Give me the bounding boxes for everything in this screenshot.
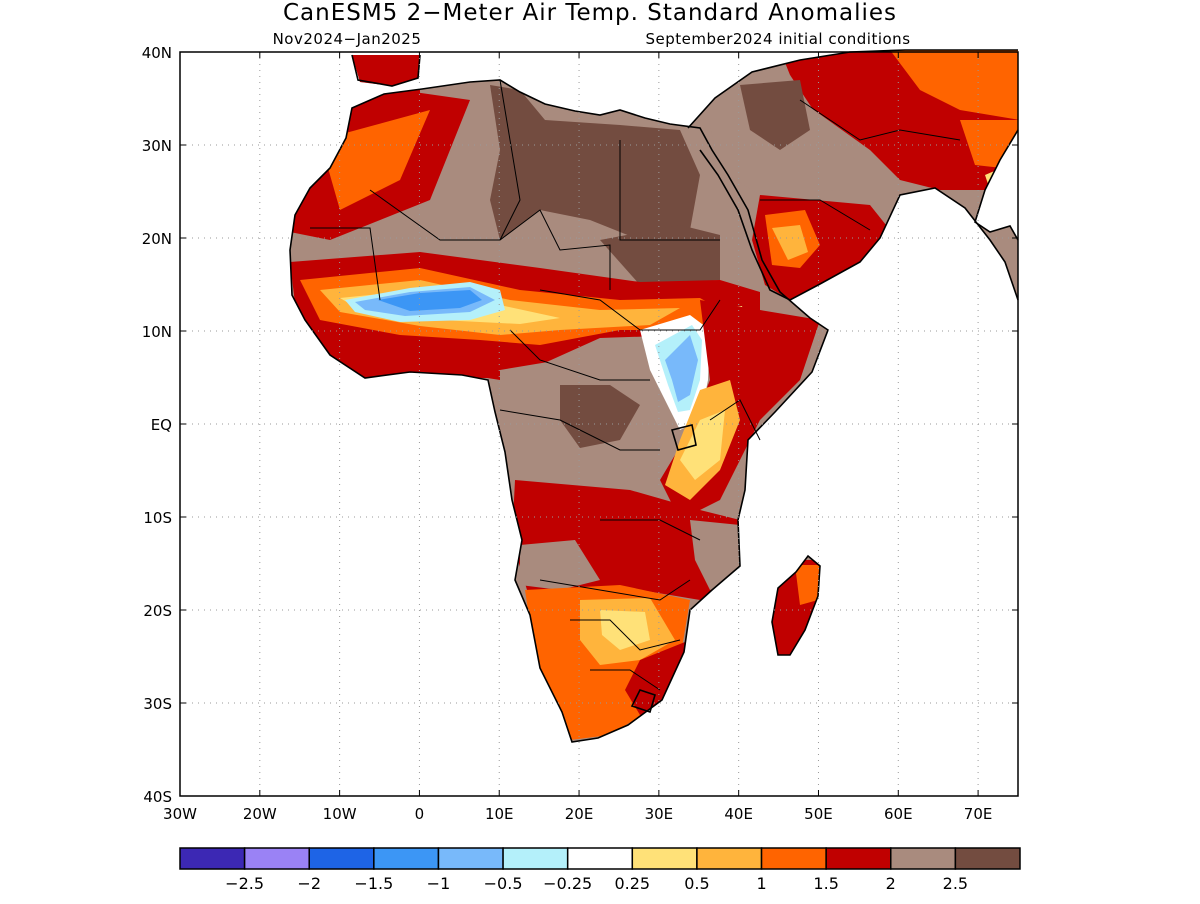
period-label: Nov2024−Jan2025 <box>273 30 422 48</box>
colorbar-swatch <box>696 847 763 870</box>
colorbar-swatch <box>566 847 634 870</box>
colorbar-swatch <box>825 847 892 870</box>
lon-tick-label: 60E <box>884 805 913 823</box>
colorbar-swatch <box>179 847 246 870</box>
longitude-axis: 30W 20W 10W 0 10E 20E 30E 40E 50E 60E 70E <box>163 52 992 823</box>
map-title: CanESM5 2−Meter Air Temp. Standard Anoma… <box>283 0 897 26</box>
coastlines <box>289 49 1019 743</box>
lat-tick-label: 30S <box>143 695 172 713</box>
lat-tick-label: 40S <box>143 788 172 806</box>
colorbar-label: −2.5 <box>225 874 264 893</box>
colorbar-label: −2 <box>297 874 321 893</box>
lon-tick-label: 10W <box>323 805 357 823</box>
colorbar-label: −1.5 <box>354 874 393 893</box>
colorbar-swatch <box>631 847 698 870</box>
colorbar-swatch <box>373 847 440 870</box>
colorbar-label: 0.25 <box>614 874 650 893</box>
colorbar-label: −1 <box>427 874 451 893</box>
colorbar-swatch <box>308 847 375 870</box>
colorbar-swatch <box>437 847 504 870</box>
colorbar-label: −0.5 <box>484 874 523 893</box>
colorbar-swatch <box>243 847 310 870</box>
colorbar-swatch <box>760 847 827 870</box>
lat-tick-label: EQ <box>151 416 172 434</box>
colorbar-label: 0.5 <box>684 874 709 893</box>
lon-tick-label: 50E <box>804 805 833 823</box>
colorbar-swatch <box>954 847 1021 870</box>
lon-tick-label: 30E <box>645 805 674 823</box>
colorbar-swatch <box>890 847 957 870</box>
graticule <box>180 52 1018 796</box>
lon-tick-label: 20W <box>243 805 277 823</box>
initial-conditions-label: September2024 initial conditions <box>645 30 910 48</box>
lon-tick-label: 70E <box>964 805 993 823</box>
colorbar-label: 2 <box>886 874 896 893</box>
lat-tick-label: 40N <box>142 44 172 62</box>
lat-tick-label: 10S <box>143 509 172 527</box>
lat-tick-label: 10N <box>142 323 172 341</box>
lon-tick-label: 10E <box>485 805 514 823</box>
lon-tick-label: 0 <box>415 805 425 823</box>
country-borders <box>310 79 961 691</box>
colorbar-swatch <box>502 847 569 870</box>
colorbar-label: −0.25 <box>543 874 592 893</box>
lat-tick-label: 30N <box>142 137 172 155</box>
lon-tick-label: 40E <box>724 805 753 823</box>
lon-tick-label: 30W <box>163 805 197 823</box>
lon-tick-label: 20E <box>565 805 594 823</box>
colorbar: −2.5 −2 −1.5 −1 −0.5 −0.25 0.25 0.5 1 1.5 2 2.5 <box>179 847 1021 893</box>
colorbar-label: 1.5 <box>813 874 838 893</box>
colorbar-label: 2.5 <box>943 874 968 893</box>
lat-tick-label: 20S <box>143 602 172 620</box>
latitude-axis: 40N 30N 20N 10N EQ 10S 20S 30S 40S <box>142 44 1018 806</box>
lat-tick-label: 20N <box>142 230 172 248</box>
colorbar-label: 1 <box>756 874 766 893</box>
